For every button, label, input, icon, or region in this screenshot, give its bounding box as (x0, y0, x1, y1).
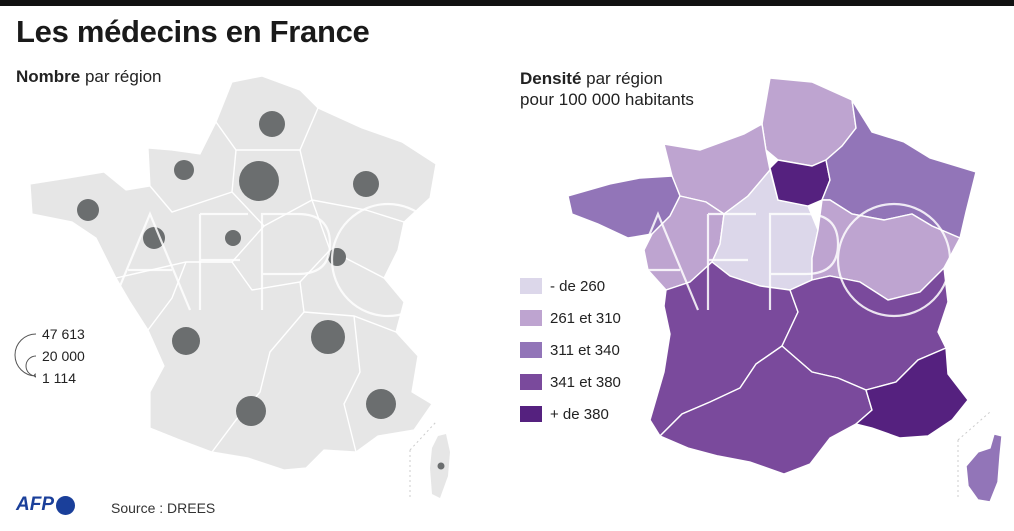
size-legend-arc-small (34, 373, 37, 378)
legend-label: - de 260 (550, 277, 606, 295)
legend-item: - de 260 (520, 270, 621, 302)
left-bubbles (77, 111, 445, 470)
left-subtitle-rest: par région (80, 67, 162, 86)
legend-swatch (520, 374, 542, 390)
legend-item: 311 et 340 (520, 334, 621, 366)
size-legend-label-large: 47 613 (42, 326, 85, 342)
density-legend: - de 260 261 et 310 311 et 340 341 et 38… (520, 270, 621, 430)
top-rule (0, 0, 1014, 6)
afp-watermark-left (108, 202, 446, 318)
bubble-bourgogne-franche-comte (328, 248, 346, 266)
legend-label: 341 et 380 (550, 373, 621, 391)
legend-swatch (520, 342, 542, 358)
bubble-occitanie (236, 396, 266, 426)
left-subtitle-bold: Nombre (16, 67, 81, 86)
bubble-centre-val-de-loire (225, 230, 241, 246)
region-ile-de-france (769, 159, 831, 207)
bubble-paca (366, 389, 396, 419)
legend-label: 311 et 340 (550, 341, 620, 359)
bubble-corse (437, 462, 445, 470)
left-inset-divider (409, 421, 437, 451)
legend-label: 261 et 310 (550, 309, 621, 327)
legend-swatch (520, 310, 542, 326)
bubble-bretagne (77, 199, 99, 221)
size-legend-label-small: 1 114 (42, 370, 76, 386)
bubble-grand-est (353, 171, 379, 197)
legend-item: + de 380 (520, 398, 621, 430)
afp-watermark-right (616, 202, 952, 318)
size-legend-label-mid: 20 000 (42, 348, 85, 364)
size-legend-arc-mid (25, 355, 37, 377)
right-subtitle-line2: pour 100 000 habitants (520, 90, 694, 109)
size-legend-arc-large (14, 333, 37, 377)
bubble-hauts-de-france (259, 111, 285, 137)
legend-item: 261 et 310 (520, 302, 621, 334)
bubble-ile-de-france (239, 161, 279, 201)
source-note: Source : DREES (111, 500, 216, 516)
afp-logo-text: AFP (16, 494, 54, 515)
bubble-normandie (174, 160, 194, 180)
legend-label: + de 380 (550, 405, 609, 423)
size-legend (14, 333, 37, 378)
bubble-nouvelle-aquitaine (172, 327, 200, 355)
left-map (29, 75, 450, 500)
chart-title: Les médecins en France (16, 14, 370, 49)
left-subtitle: Nombre par région (16, 66, 162, 87)
legend-swatch (520, 278, 542, 294)
right-map (567, 77, 1003, 503)
right-inset-divider (957, 411, 991, 441)
region-corse (965, 433, 1003, 503)
legend-swatch (520, 406, 542, 422)
legend-item: 341 et 380 (520, 366, 621, 398)
afp-logo: AFP (16, 494, 75, 516)
left-france-outline (29, 75, 437, 471)
right-subtitle-bold: Densité (520, 69, 582, 88)
right-subtitle-rest: par région (581, 69, 663, 88)
region-paca (854, 346, 969, 439)
bubble-auvergne-rhone-alpes (311, 320, 345, 354)
right-subtitle: Densité par région pour 100 000 habitant… (520, 68, 694, 110)
afp-logo-dot (56, 495, 75, 515)
bubble-pays-de-la-loire (143, 227, 165, 249)
